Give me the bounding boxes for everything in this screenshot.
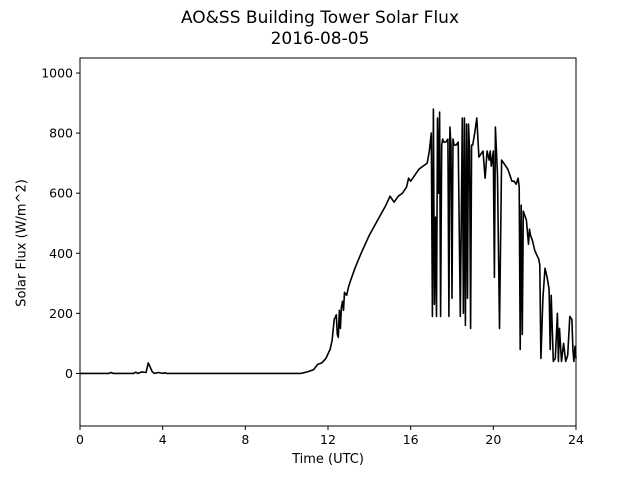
x-tick-label: 16 (403, 432, 419, 447)
plot-frame (79, 57, 577, 427)
chart-subtitle: 2016-08-05 (270, 29, 370, 49)
y-tick-label: 800 (49, 126, 73, 141)
x-tick-label: 20 (485, 432, 501, 447)
x-tick-label: 12 (320, 432, 336, 447)
y-tick-label: 400 (49, 246, 73, 261)
y-axis-label: Solar Flux (W/m^2) (14, 179, 30, 307)
solar-flux-series-line (80, 108, 577, 375)
x-tick-label: 24 (568, 432, 584, 447)
y-tick-label: 600 (49, 186, 73, 201)
x-tick-label: 0 (76, 432, 84, 447)
x-tick-label: 4 (159, 432, 167, 447)
x-tick-label: 8 (241, 432, 249, 447)
chart-title: AO&SS Building Tower Solar Flux (180, 8, 460, 28)
y-tick-label: 1000 (41, 66, 73, 81)
y-tick-label: 200 (49, 306, 73, 321)
x-axis-label: Time (UTC) (292, 452, 364, 467)
y-tick-label: 0 (65, 366, 73, 381)
